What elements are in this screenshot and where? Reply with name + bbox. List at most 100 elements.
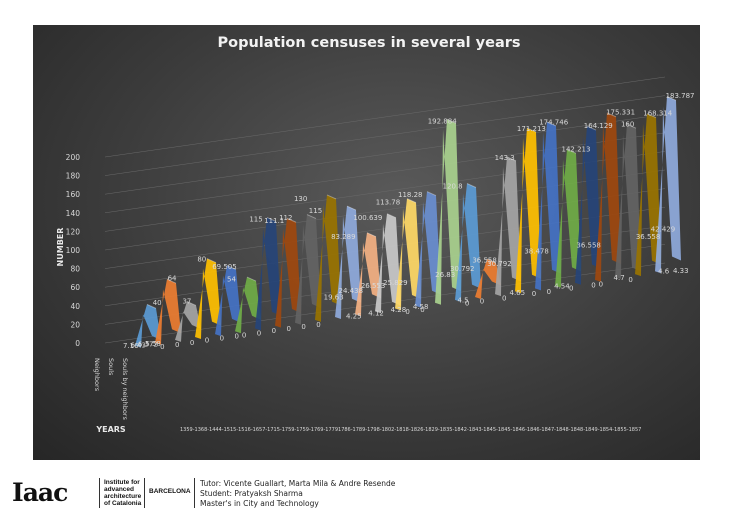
series-axis-label: Neighbors [93, 358, 101, 392]
ribbon-highlight [646, 113, 657, 119]
institute-line: advanced [104, 486, 134, 493]
data-label: 0 [599, 280, 603, 288]
y-axis-label: NUMBER [56, 228, 65, 267]
ribbon-highlight [586, 125, 597, 131]
y-tick-label: 140 [66, 209, 81, 218]
y-tick-label: 60 [70, 283, 80, 292]
data-label: 19.63 [324, 294, 344, 302]
data-label: 64 [168, 275, 177, 283]
data-label: 0 [591, 282, 595, 290]
data-label: 0 [205, 337, 209, 345]
series-axis-label: Souls by neighbors [121, 358, 129, 420]
ribbon-highlight [626, 123, 637, 129]
series-ribbon [375, 213, 401, 314]
data-label: 175.331 [606, 108, 635, 116]
series-ribbon [495, 156, 521, 297]
data-label: 4.7 [614, 274, 625, 282]
data-label: 24.438 [339, 287, 364, 295]
data-label: 26.553 [361, 282, 386, 290]
data-label: 0 [190, 339, 194, 347]
data-label: 0 [420, 306, 424, 314]
footer-divider [99, 478, 100, 508]
data-label: 0 [272, 327, 276, 335]
series-ribbon [315, 194, 341, 322]
data-label: 30.792 [487, 260, 512, 268]
tutor-line: Tutor: Vicente Guallart, Marta Mila & An… [200, 479, 396, 488]
series-axis-label: Souls [107, 358, 115, 376]
data-label: 69.505 [212, 263, 237, 271]
series-ribbon [475, 259, 501, 299]
y-tick-label: 100 [66, 246, 81, 255]
ribbon-highlight [406, 198, 417, 204]
data-label: 6.43 [130, 341, 146, 349]
data-label: 0 [287, 325, 291, 333]
gridline [104, 113, 666, 195]
data-label: 118.28 [398, 191, 423, 199]
y-tick-label: 40 [70, 302, 80, 311]
data-label: 54 [227, 275, 236, 283]
data-label: 0 [569, 285, 573, 293]
data-label: 112 [279, 214, 292, 222]
chart-title: Population censuses in several years [217, 35, 520, 51]
ribbon-highlight [346, 205, 357, 211]
data-label: 80 [197, 255, 206, 263]
ribbon-highlight [486, 258, 497, 264]
data-label: 36.558 [472, 257, 497, 265]
data-label: 4.25 [346, 313, 362, 321]
data-label: 0 [220, 335, 224, 343]
series-ribbon [195, 258, 221, 339]
data-label: 0 [175, 341, 179, 349]
data-label: 171.213 [517, 125, 546, 133]
series-ribbon [535, 121, 561, 291]
ribbon-highlight [666, 95, 677, 101]
series-ribbon [355, 232, 381, 317]
ribbon-highlight [146, 303, 157, 309]
series-ribbon [595, 112, 621, 282]
footer-divider [144, 478, 145, 508]
credits: Tutor: Vicente Guallart, Marta Mila & An… [200, 479, 395, 509]
data-label: 0 [465, 300, 469, 308]
data-label: 142.213 [562, 146, 591, 154]
series-ribbon [295, 214, 321, 325]
data-label: 36.558 [576, 242, 601, 250]
data-label: 4.65 [509, 289, 525, 297]
y-tick-label: 160 [66, 190, 81, 199]
series-ribbon [635, 113, 661, 277]
ribbon-highlight [546, 121, 557, 127]
data-label: 4.5 [457, 296, 468, 304]
iaac-logo: Iaac [12, 478, 68, 507]
data-label: 30.792 [450, 265, 475, 273]
series-ribbon [575, 126, 601, 285]
data-label: 115 [309, 207, 322, 215]
gridline [104, 95, 666, 176]
data-label: 0 [480, 297, 484, 305]
ribbon-highlight [306, 214, 317, 220]
data-label: 174.746 [539, 118, 568, 126]
series-ribbon [155, 279, 181, 345]
ribbon-highlight [286, 217, 297, 223]
data-label: 0 [628, 276, 632, 284]
gridlines [104, 76, 666, 344]
data-label: 0 [242, 331, 246, 339]
ribbon-highlight [446, 118, 457, 124]
series-ribbon [615, 124, 641, 279]
ribbon-highlight [166, 278, 177, 284]
ribbon-highlight [266, 217, 277, 222]
gridline [104, 76, 666, 158]
data-label: 0 [160, 343, 164, 351]
series-ribbon [255, 217, 281, 331]
series-ribbon [235, 277, 261, 334]
ribbon-highlight [246, 276, 257, 282]
data-label: 164.129 [584, 122, 613, 130]
student-line: Student: Pratyaksh Sharma [200, 489, 303, 498]
data-label: 0 [234, 333, 238, 341]
series-ribbon [175, 301, 201, 342]
series-ribbon [335, 206, 361, 319]
footer-divider [194, 478, 195, 508]
data-label: 111.1 [264, 217, 284, 225]
ribbon-highlight [186, 300, 197, 306]
data-label: 192.884 [428, 118, 457, 126]
chart-panel: 7.16 6.43 6.372 5.58 40 0 64 0 37 0 80 0 69.505 0 54 0 0… [33, 25, 700, 460]
data-label: 100.639 [353, 214, 382, 222]
